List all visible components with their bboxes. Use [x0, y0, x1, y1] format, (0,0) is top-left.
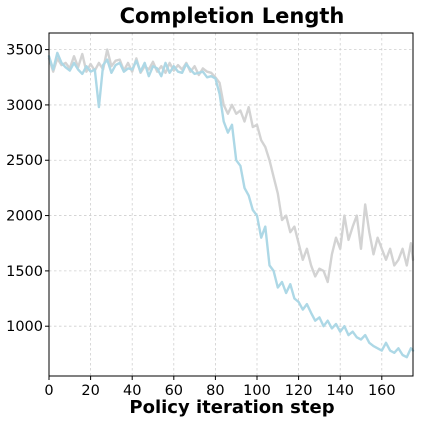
grid: [48, 33, 413, 376]
x-tick-label: 40: [123, 383, 141, 399]
x-tick-label: 60: [165, 383, 183, 399]
y-tick-label: 1500: [6, 264, 43, 280]
chart-title: Completion Length: [120, 4, 345, 28]
x-tick-label: 20: [81, 383, 99, 399]
series-lines: [47, 48, 415, 359]
y-axis-ticks: 1000 1500 2000 2500 3000 3500: [6, 43, 49, 335]
plot-frame: [48, 32, 414, 377]
x-tick-label: 120: [285, 383, 313, 399]
x-tick-label: 80: [206, 383, 224, 399]
series-line-1: [47, 51, 415, 359]
series-line-0: [47, 48, 415, 284]
y-tick-label: 3000: [6, 98, 43, 114]
x-tick-label: 0: [44, 383, 53, 399]
y-tick-label: 2000: [6, 209, 43, 225]
x-axis-ticks: 0 20 40 60 80 100 120 140 160: [44, 376, 396, 399]
x-tick-label: 160: [368, 383, 396, 399]
x-tick-label: 100: [243, 383, 271, 399]
y-tick-label: 1000: [6, 319, 43, 335]
y-tick-label: 2500: [6, 153, 43, 169]
x-tick-label: 140: [326, 383, 354, 399]
y-tick-label: 3500: [6, 43, 43, 59]
x-axis-label: Policy iteration step: [129, 397, 334, 418]
